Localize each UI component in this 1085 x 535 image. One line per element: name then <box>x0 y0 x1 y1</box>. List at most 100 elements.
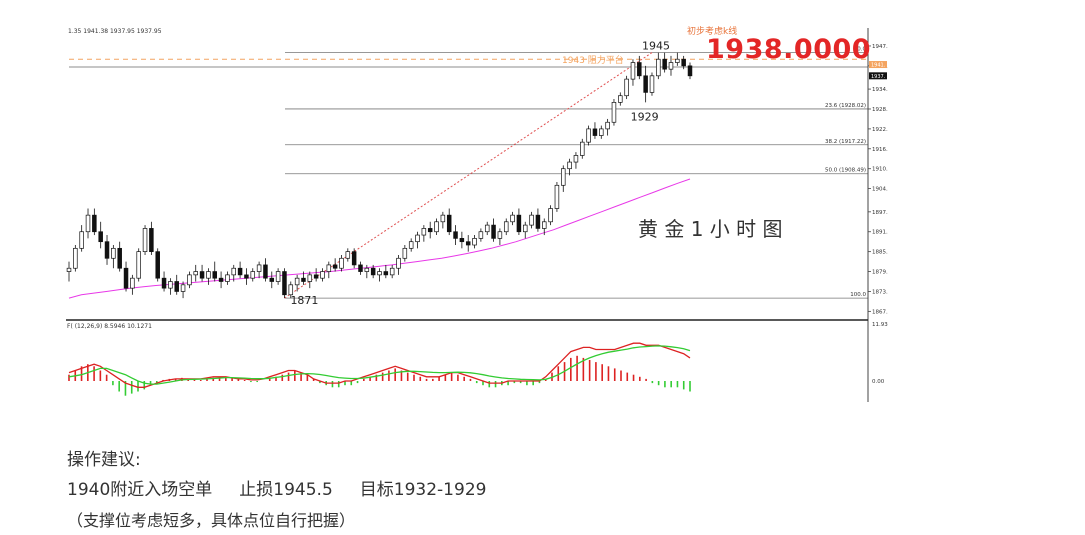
candle-body <box>85 214 91 233</box>
candle-body <box>427 228 433 233</box>
candle-body <box>155 251 160 279</box>
advice-line2: （支撑位考虑短多，具体点位自行把握） <box>67 511 356 530</box>
candle-body <box>313 274 319 279</box>
candle-body <box>522 224 528 233</box>
candle-body <box>339 257 344 269</box>
macd-tick-label: 0.00 <box>872 379 885 385</box>
candle-body <box>510 214 515 223</box>
candle-body <box>288 284 294 296</box>
candle-body <box>478 231 484 239</box>
candle-body <box>542 221 547 229</box>
candle-body <box>174 281 179 292</box>
candle-body <box>472 238 477 246</box>
price-tag <box>869 72 887 80</box>
axis-tick-label: 1904. <box>872 187 888 193</box>
note-label: 初步考虑k线 <box>687 25 737 37</box>
candle-body <box>218 277 224 282</box>
macd-line <box>68 342 691 388</box>
candle-body <box>675 58 680 63</box>
candle-body <box>275 271 281 282</box>
candle-body <box>573 155 579 163</box>
candle-body <box>554 184 560 209</box>
candle-body <box>434 221 439 233</box>
candle-body <box>637 62 642 77</box>
candle-body <box>149 228 154 252</box>
candle-body <box>225 274 230 282</box>
candle-body <box>535 214 541 229</box>
candle-body <box>351 251 357 266</box>
candle-body <box>237 267 243 276</box>
candle-body <box>484 224 490 233</box>
candle-body <box>491 224 496 239</box>
candle-body <box>66 267 72 272</box>
candle-body <box>421 228 427 236</box>
candle-body <box>269 277 275 282</box>
low-label-1929: 1929 <box>631 111 659 124</box>
candle-body <box>199 271 205 279</box>
candle-body <box>142 228 148 252</box>
candle-body <box>345 251 351 259</box>
candle-body <box>332 264 338 269</box>
candle-body <box>79 231 84 249</box>
candle-body <box>256 264 262 272</box>
candle-body <box>377 271 382 276</box>
candle-body <box>599 128 604 136</box>
candles: 1945 1929 1871 初步考虑k线 <box>66 25 737 307</box>
candle-body <box>307 274 313 282</box>
candle-body <box>586 128 591 143</box>
candle-body <box>618 95 623 103</box>
candle-body <box>320 271 325 279</box>
candle-body <box>529 214 534 226</box>
candle-body <box>656 58 661 77</box>
low-label-1871: 1871 <box>290 294 318 307</box>
advice-title: 操作建议: <box>67 450 141 470</box>
candle-body <box>117 247 122 269</box>
candle-body <box>161 277 167 289</box>
high-label: 1945 <box>642 40 670 53</box>
axis-tick-label: 1910. <box>872 167 888 173</box>
candle-body <box>294 277 300 286</box>
candle-body <box>668 62 674 70</box>
candle-body <box>358 264 363 272</box>
axis-tick-label: 1928. <box>872 107 888 113</box>
fib-levels: 1943 阻力平台 0.0 23.6 (1928.02) 38.2 (1917.22)… <box>69 47 868 299</box>
axis-tick-label: 1897. <box>872 210 888 216</box>
price-tag <box>869 61 887 69</box>
candle-body <box>92 214 97 233</box>
candle-body <box>465 241 471 246</box>
chart-title: 黄 金 1 小 时 图 <box>638 217 783 241</box>
candle-body <box>548 208 553 223</box>
candle-body <box>446 214 452 233</box>
info-text: 1.35 1941.38 1937.95 1937.95 <box>68 28 162 35</box>
axis-tick-label: 1867. <box>872 309 888 315</box>
candle-body <box>123 267 129 289</box>
candle-body <box>605 121 610 130</box>
candle-body <box>687 65 693 77</box>
candle-body <box>168 281 173 289</box>
candle-body <box>130 277 135 289</box>
fib-label: 38.2 (1917.22) <box>825 139 866 145</box>
candle-body <box>503 221 509 233</box>
axis-tick-label: 1934. <box>872 87 888 93</box>
candle-body <box>180 284 186 292</box>
candle-body <box>453 231 458 239</box>
candle-body <box>662 58 667 70</box>
candle-body <box>580 141 585 156</box>
candle-body <box>104 241 110 259</box>
axis-tick-label: 1922. <box>872 127 888 133</box>
candle-body <box>389 267 395 276</box>
big-price: 1938.0000 <box>706 34 872 65</box>
candle-body <box>415 234 420 243</box>
fib-label: 0.0 <box>857 47 866 53</box>
candle-body <box>459 238 465 243</box>
candle-body <box>263 264 268 279</box>
candle-body <box>98 231 103 243</box>
candle-body <box>282 271 287 296</box>
candle-body <box>73 247 78 269</box>
axis-tick-label: 1879. <box>872 270 888 276</box>
price-axis: 1947. 1941. 1934. 1928. 1922. 1916. 1910. 1904.… <box>66 28 888 402</box>
candle-body <box>561 168 566 186</box>
fib-label: 23.6 (1928.02) <box>825 103 866 109</box>
candle-body <box>516 214 522 233</box>
